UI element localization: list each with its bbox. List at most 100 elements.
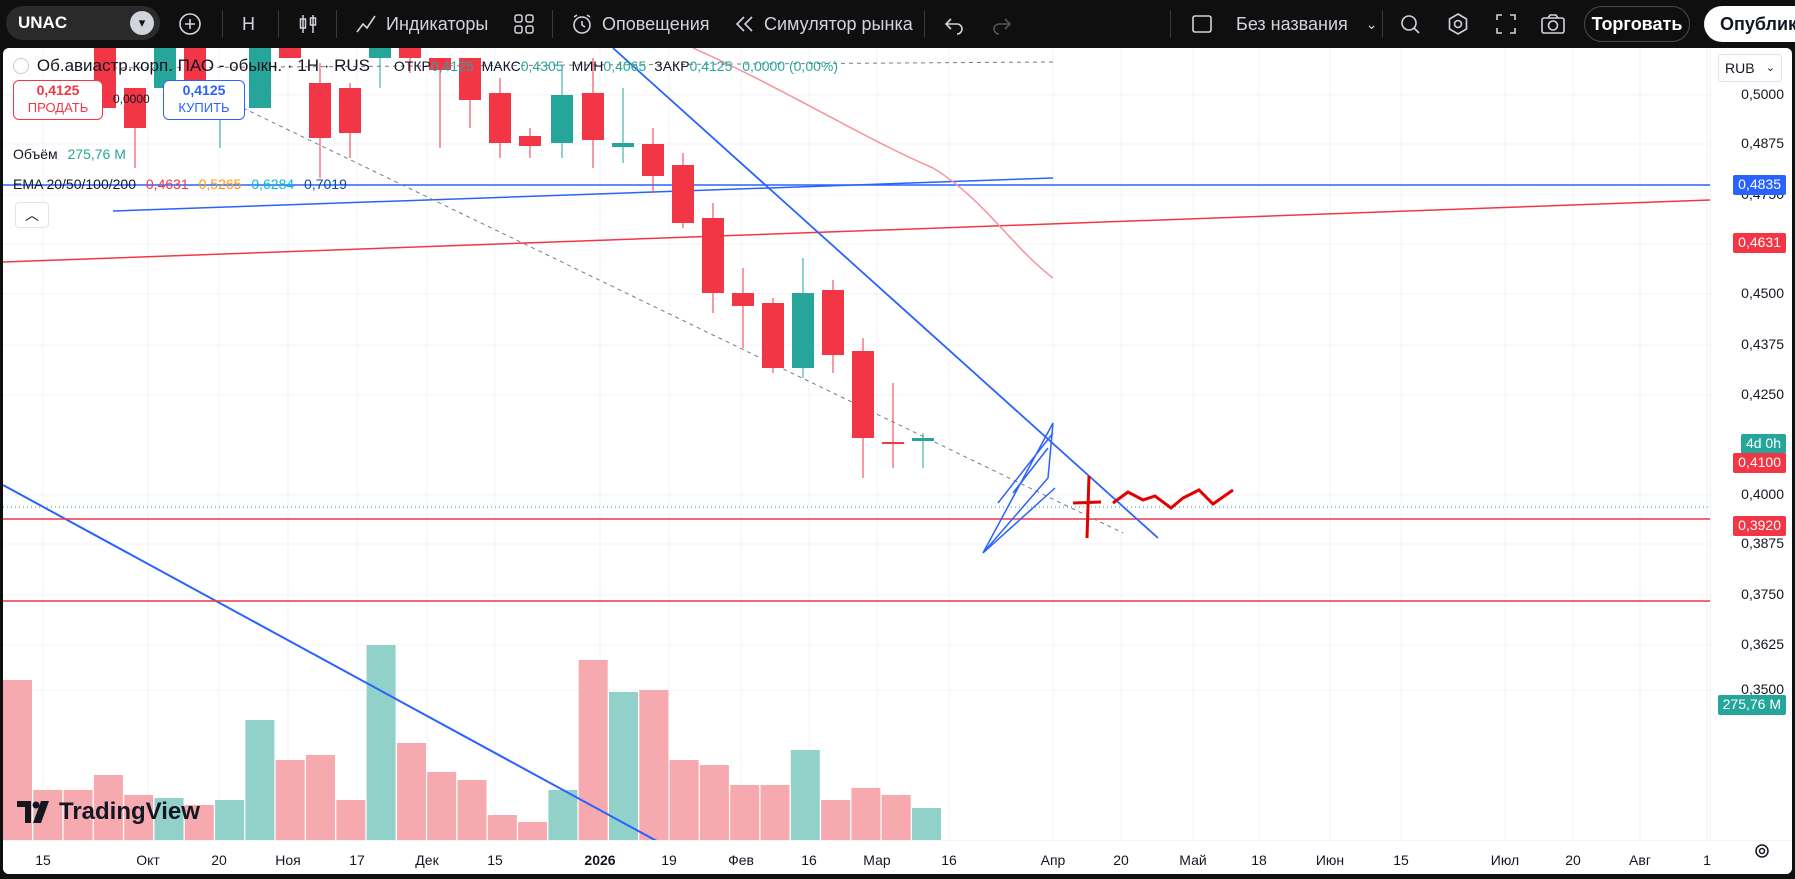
time-axis-label: Июл bbox=[1490, 852, 1520, 868]
ema-label: EMA 20/50/100/200 bbox=[13, 176, 136, 192]
volume-bar bbox=[487, 815, 517, 840]
add-symbol-icon[interactable] bbox=[178, 0, 202, 48]
interval-label: Н bbox=[242, 13, 255, 34]
redo-icon[interactable] bbox=[990, 0, 1014, 48]
time-axis-label: 20 bbox=[211, 852, 227, 868]
symbol-search-button[interactable]: UNAC ▾ bbox=[6, 6, 160, 40]
sell-label: ПРОДАТЬ bbox=[27, 100, 89, 115]
chart-pane[interactable]: Об.авиастр.корп. ПАО - обыкн. · 1Н · RUS… bbox=[3, 48, 1792, 874]
time-axis-label: Май bbox=[1179, 852, 1207, 868]
time-axis-label: 15 bbox=[487, 852, 503, 868]
chevron-down-icon: ⌄ bbox=[1765, 62, 1775, 74]
settings-gear-icon[interactable] bbox=[1446, 0, 1470, 48]
fan-drawing[interactable] bbox=[982, 422, 1056, 554]
price-axis-label: 0,4375 bbox=[1741, 336, 1784, 352]
price-tag: 0,4835 bbox=[1733, 175, 1786, 195]
indicators-button[interactable]: Индикаторы bbox=[354, 0, 488, 48]
trendline-blue-descending[interactable] bbox=[612, 48, 1159, 539]
camera-icon[interactable] bbox=[1540, 0, 1566, 48]
quick-search-icon[interactable] bbox=[1398, 0, 1422, 48]
legend-title-row: Об.авиастр.корп. ПАО - обыкн. · 1Н · RUS… bbox=[13, 56, 838, 76]
volume-bar bbox=[669, 760, 699, 840]
ema-100-value: 0,6284 bbox=[251, 176, 295, 192]
divider bbox=[222, 10, 223, 38]
volume-bar bbox=[457, 780, 487, 840]
undo-icon[interactable] bbox=[942, 0, 966, 48]
price-chart[interactable] bbox=[3, 48, 1792, 874]
red-cross-mark[interactable] bbox=[1072, 475, 1102, 539]
candle-body bbox=[369, 48, 391, 58]
chevron-down-icon: ⌄ bbox=[1365, 15, 1378, 32]
sell-price: 0,4125 bbox=[36, 82, 80, 98]
drawings bbox=[3, 48, 1711, 874]
ohlc-label: ОТКР bbox=[393, 58, 431, 74]
divider bbox=[278, 10, 279, 38]
templates-icon[interactable] bbox=[512, 0, 536, 48]
chart-type-icon[interactable] bbox=[296, 0, 320, 48]
trendline-blue-channel[interactable] bbox=[112, 177, 1054, 212]
volume-bar bbox=[548, 790, 578, 840]
ohlc-label: ЗАКР bbox=[654, 58, 690, 74]
price-tag: 0,4100 bbox=[1733, 453, 1786, 473]
interval-button[interactable]: Н bbox=[242, 0, 255, 48]
trendline-red-upper[interactable] bbox=[3, 199, 1711, 263]
volume-bar bbox=[184, 805, 214, 840]
volume-bar bbox=[821, 800, 851, 840]
grid bbox=[3, 48, 1710, 840]
replay-button[interactable]: Симулятор рынка bbox=[732, 0, 913, 48]
sell-button[interactable]: 0,4125 ПРОДАТЬ bbox=[13, 80, 103, 120]
tradingview-logo[interactable]: TradingView bbox=[17, 798, 200, 826]
time-axis-label: Ноя bbox=[275, 852, 301, 868]
candle-body bbox=[642, 144, 664, 176]
candle-body bbox=[702, 218, 724, 293]
ohlc-value: 0,4125 bbox=[430, 58, 474, 74]
red-zigzag-projection[interactable] bbox=[1112, 488, 1234, 510]
ohlc-label: МИН bbox=[571, 58, 604, 74]
symbol-logo-icon bbox=[13, 58, 29, 74]
volume-bar bbox=[396, 743, 426, 840]
trade-button[interactable]: Торговать bbox=[1584, 6, 1690, 42]
divider bbox=[1170, 10, 1171, 38]
volume-bar bbox=[336, 800, 366, 840]
time-axis-label: 15 bbox=[1393, 852, 1409, 868]
layout-name: Без названия bbox=[1236, 13, 1348, 34]
volume-bar bbox=[790, 750, 820, 840]
ohlc-label: МАКС bbox=[481, 58, 521, 74]
volume-bar bbox=[518, 822, 548, 840]
time-axis-label: 17 bbox=[349, 852, 365, 868]
price-axis-label: 0,3500 bbox=[1741, 681, 1784, 697]
collapse-legend-button[interactable]: ︿ bbox=[15, 202, 49, 228]
publish-button[interactable]: Опубликовать bbox=[1704, 6, 1795, 42]
trendline-blue-lower[interactable] bbox=[3, 484, 743, 874]
dashed-channel-bottom bbox=[242, 107, 1124, 534]
symbol-name: UNAC bbox=[18, 13, 68, 32]
fullscreen-icon[interactable] bbox=[1494, 0, 1518, 48]
layout-name-button[interactable]: Без названия ⌄ bbox=[1190, 0, 1378, 48]
price-tag: 4d 0h bbox=[1740, 434, 1786, 454]
candle-body bbox=[582, 93, 604, 140]
indicators-icon bbox=[356, 15, 376, 33]
candle-body bbox=[551, 95, 573, 143]
spread-value: 0,0000 bbox=[113, 92, 150, 106]
volume-bar bbox=[215, 800, 245, 840]
candle-body bbox=[852, 351, 874, 438]
rewind-icon bbox=[735, 16, 753, 32]
axis-settings-gear-icon[interactable] bbox=[1752, 841, 1772, 866]
volume-bar bbox=[730, 785, 760, 840]
candle-body bbox=[792, 293, 814, 368]
time-axis-label: 2026 bbox=[584, 852, 616, 868]
ema-200-value: 0,7019 bbox=[304, 176, 347, 192]
volume-bar bbox=[881, 795, 911, 840]
time-axis-label: 1 bbox=[1703, 852, 1711, 868]
indicators-label: Индикаторы bbox=[386, 13, 489, 34]
buy-button[interactable]: 0,4125 КУПИТЬ bbox=[163, 80, 245, 120]
dropdown-icon[interactable]: ▾ bbox=[130, 11, 154, 35]
publish-label: Опубликовать bbox=[1720, 13, 1795, 34]
time-axis[interactable] bbox=[3, 840, 1792, 874]
currency-select[interactable]: RUB ⌄ bbox=[1718, 54, 1782, 82]
alarm-clock-icon bbox=[573, 14, 591, 34]
volume-bar bbox=[912, 808, 941, 840]
alerts-button[interactable]: Оповещения bbox=[570, 0, 710, 48]
time-axis-label: Дек bbox=[415, 852, 439, 868]
candle-body bbox=[762, 303, 784, 368]
